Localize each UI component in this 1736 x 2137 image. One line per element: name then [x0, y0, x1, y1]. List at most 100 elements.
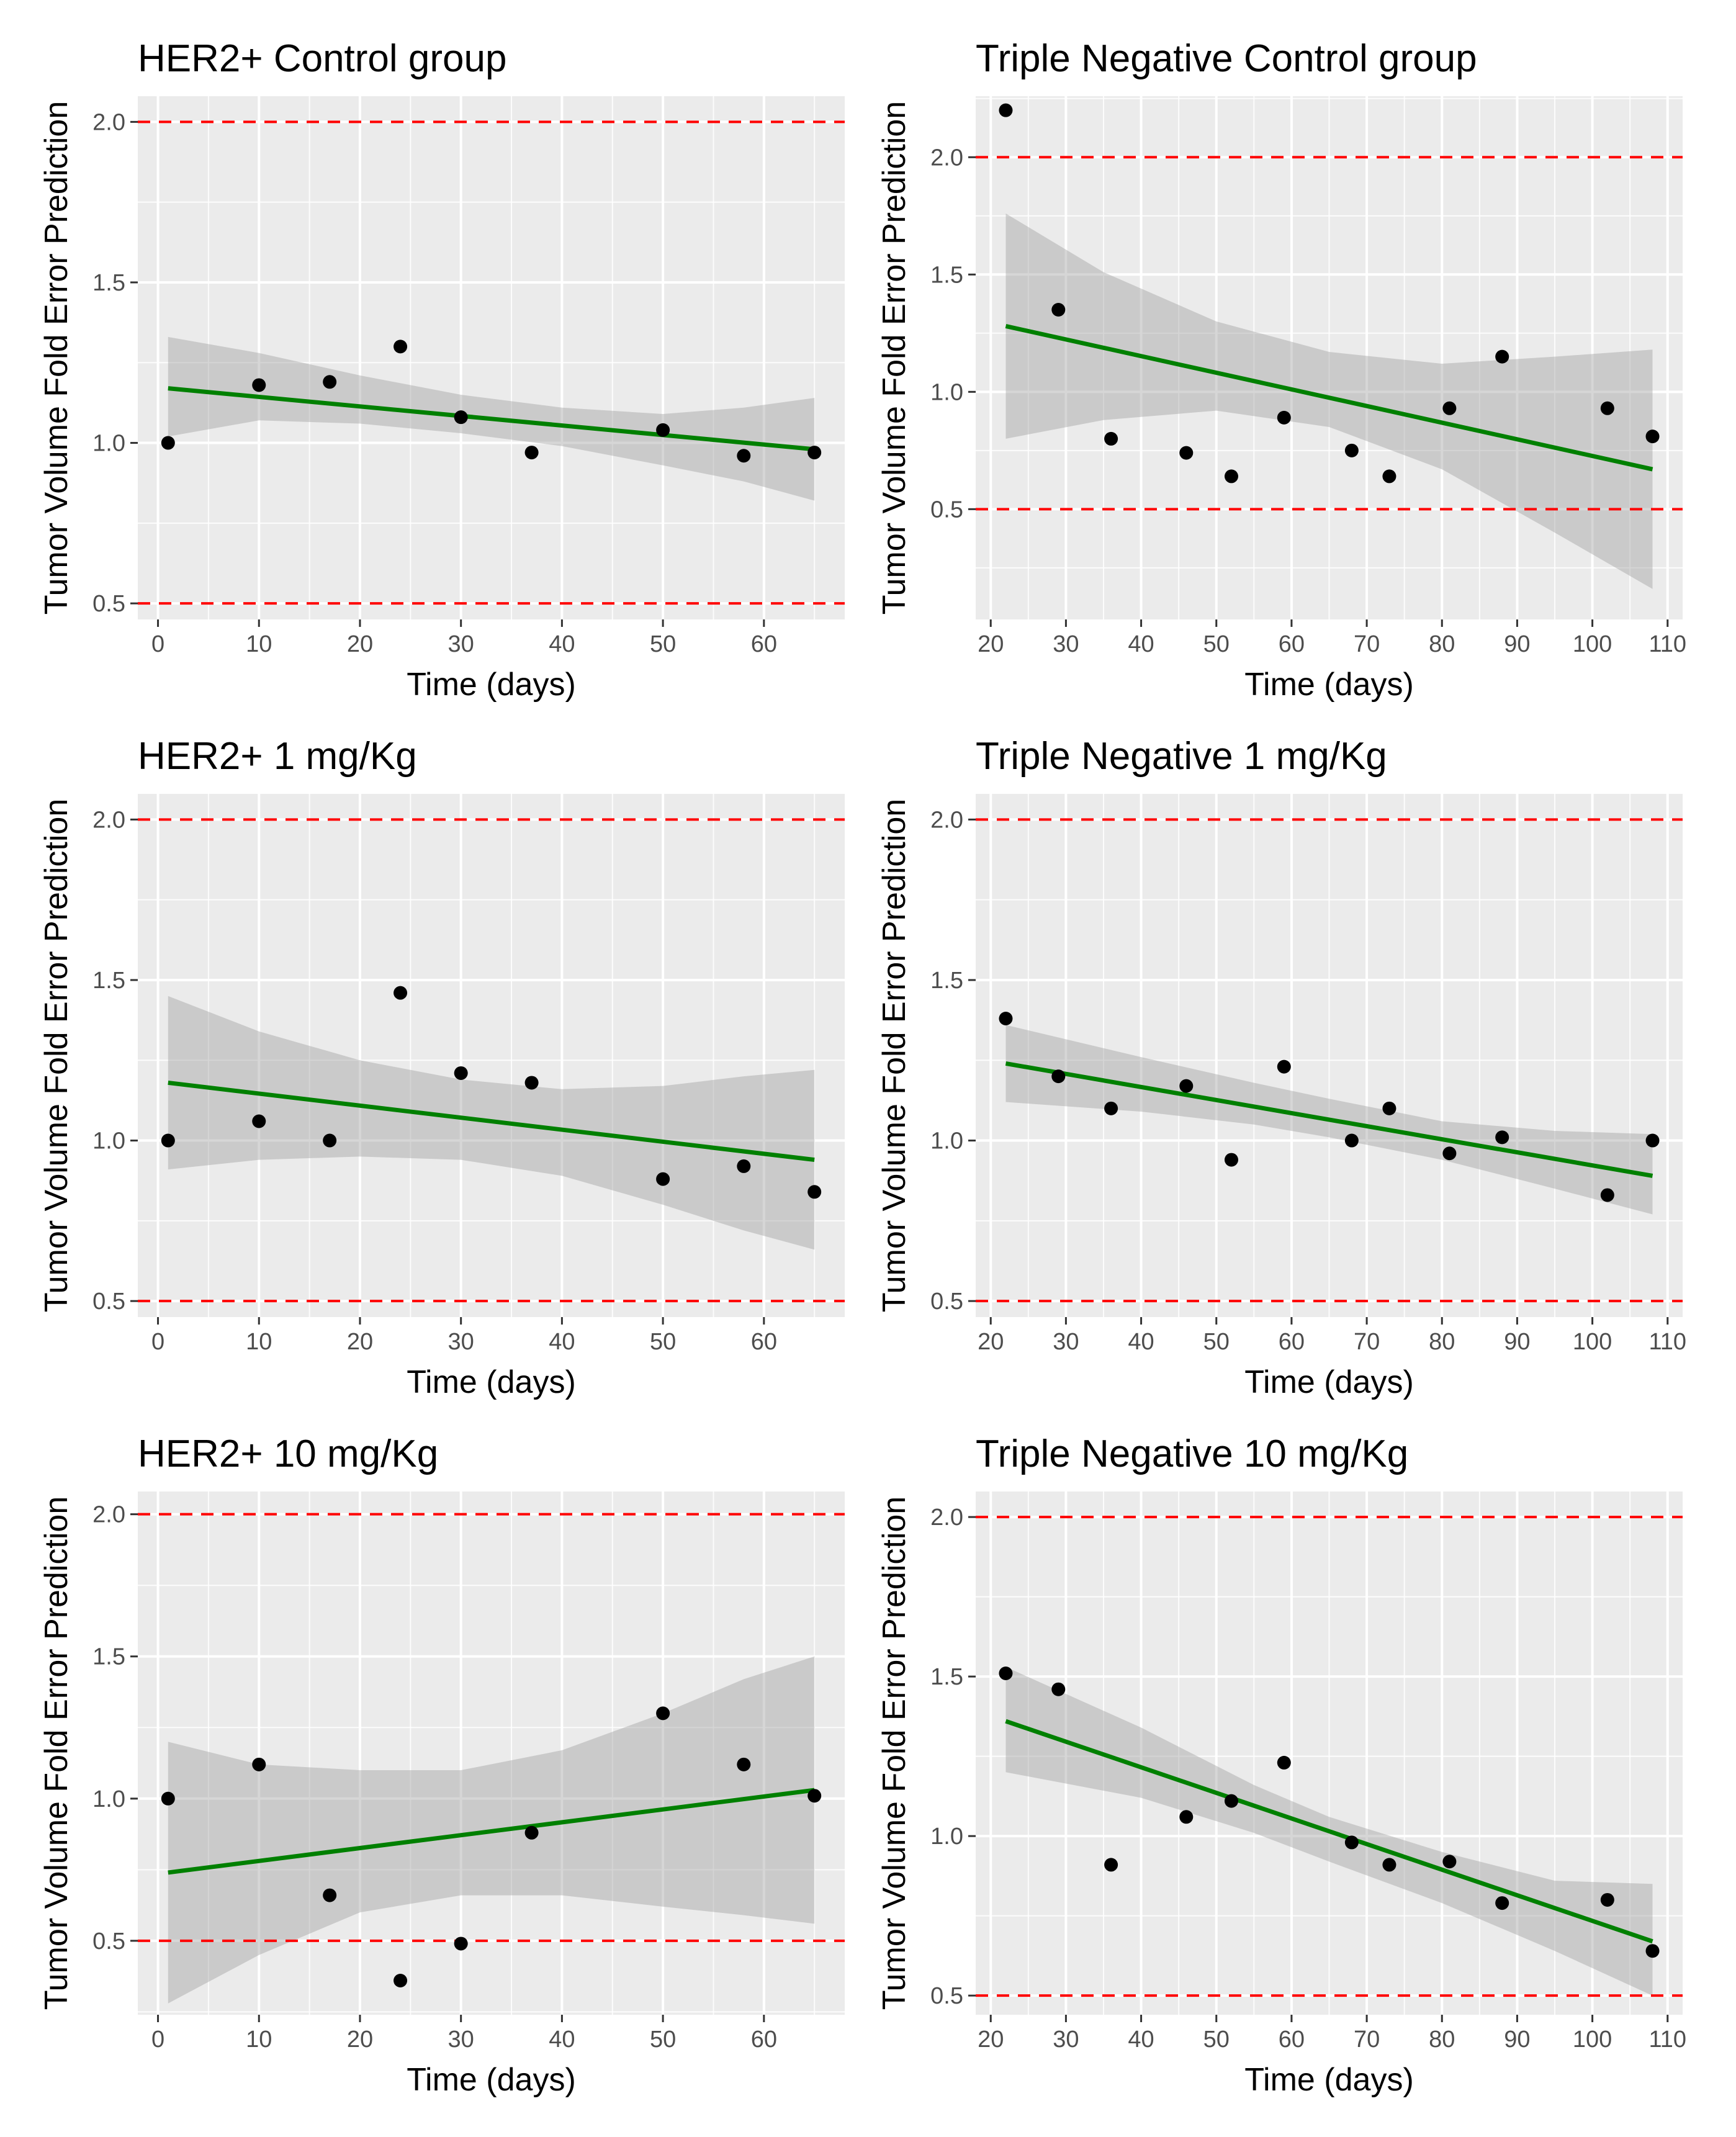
data-point [1495, 1896, 1509, 1910]
plot-background [138, 794, 845, 1317]
x-tick-label: 90 [1504, 631, 1530, 657]
data-point [807, 1789, 822, 1803]
x-tick-label: 40 [1128, 2027, 1154, 2053]
x-tick-label: 60 [751, 2027, 777, 2053]
plot-background [138, 96, 845, 619]
y-tick-label: 1.5 [92, 1644, 125, 1670]
x-axis-title: Time (days) [407, 1364, 576, 1400]
data-point [1495, 1130, 1509, 1145]
y-tick-label: 2.0 [930, 145, 963, 171]
x-tick-label: 30 [448, 631, 474, 657]
data-point [1382, 469, 1396, 484]
x-tick-label: 20 [978, 631, 1004, 657]
x-tick-label: 20 [347, 2027, 373, 2053]
x-tick-label: 50 [1203, 1329, 1230, 1355]
panel-her2-10mg: 0 10 20 30 40 50 60 0.5 1.0 1.5 2.0 HER2+ 10 mg/Kg… [38, 1433, 845, 2098]
panel-triple-negative-10mg: 20 30 40 50 60 70 80 90 100 110 0.5 1.0 1.5 2.0 Tripl… [876, 1433, 1686, 2098]
data-point [394, 1974, 408, 1988]
y-tick-label: 1.5 [930, 1664, 963, 1690]
data-point [1645, 1944, 1660, 1958]
x-tick-label: 80 [1429, 2027, 1455, 2053]
x-tick-label: 90 [1504, 1329, 1530, 1355]
y-tick-label: 1.0 [92, 1128, 125, 1154]
panel-triple-negative-control: 20 30 40 50 60 70 80 90 100 110 0.5 1.0 1.5 2.0 Tripl… [876, 37, 1686, 703]
data-point [1224, 469, 1238, 484]
x-tick-label: 100 [1573, 1329, 1612, 1355]
x-tick-label: 60 [751, 631, 777, 657]
x-tick-label: 60 [1279, 2027, 1305, 2053]
panel-title: HER2+ 10 mg/Kg [138, 1433, 438, 1475]
y-axis-title: Tumor Volume Fold Error Prediction [38, 101, 74, 614]
x-tick-label: 30 [448, 1329, 474, 1355]
data-point [1645, 430, 1660, 444]
data-point [1104, 1858, 1118, 1872]
data-point [323, 1888, 337, 1902]
data-point [1104, 431, 1118, 446]
data-point [1442, 1855, 1457, 1869]
data-point [323, 375, 337, 389]
x-tick-label: 20 [347, 631, 373, 657]
data-point [323, 1133, 337, 1148]
panel-title: HER2+ 1 mg/Kg [138, 735, 417, 778]
panel-title: Triple Negative 10 mg/Kg [976, 1433, 1408, 1475]
data-point [737, 1159, 751, 1173]
panel-title: Triple Negative Control group [976, 37, 1477, 80]
y-axis-title: Tumor Volume Fold Error Prediction [876, 1496, 912, 2010]
y-tick-label: 0.5 [930, 1983, 963, 2009]
x-tick-label: 110 [1648, 2027, 1686, 2053]
plot-layer: 20 30 40 50 60 70 80 90 100 110 0.5 1.0 1.5 2.0 [930, 96, 1686, 657]
data-point [999, 1012, 1013, 1026]
plot-layer: 0 10 20 30 40 50 60 0.5 1.0 1.5 2.0 [92, 96, 845, 657]
y-tick-label: 1.5 [92, 270, 125, 296]
data-point [1645, 1133, 1660, 1148]
data-point [454, 410, 468, 425]
data-point [807, 446, 822, 460]
panel-her2-1mg: 0 10 20 30 40 50 600.51.01.52.0 HER2+ 1 mg/Kg … [38, 735, 845, 1400]
regression-line [168, 1080, 815, 1163]
data-point [524, 1076, 539, 1090]
x-tick-label: 40 [549, 2027, 575, 2053]
x-axis-title: Time (days) [407, 2062, 576, 2098]
data-point [454, 1066, 468, 1080]
data-point [524, 446, 539, 460]
x-tick-label: 30 [1053, 631, 1079, 657]
y-tick-label: 2.0 [92, 807, 125, 833]
x-tick-label: 110 [1648, 1329, 1686, 1355]
panel-her2-control: 0 10 20 30 40 50 60 0.5 1.0 1.5 2.0 HER2+ Control … [38, 37, 845, 703]
y-tick-label: 0.5 [92, 591, 125, 617]
x-tick-label: 40 [549, 1329, 575, 1355]
data-point [1442, 1146, 1457, 1161]
x-tick-label: 0 [151, 2027, 164, 2053]
data-point [161, 436, 175, 450]
data-point [1277, 1755, 1291, 1770]
x-tick-label: 100 [1573, 2027, 1612, 2053]
plot-layer: 0 10 20 30 40 50 60 0.5 1.0 1.5 2.0 [92, 1491, 845, 2053]
x-tick-label: 20 [978, 2027, 1004, 2053]
plot-layer: 20 30 40 50 60 70 80 90 100 110 0.5 1.0 1.5 2.0 [930, 794, 1686, 1355]
regression-line [1005, 1719, 1653, 1944]
data-point [656, 1706, 670, 1721]
data-point [1179, 1810, 1194, 1824]
data-point [1224, 1153, 1238, 1167]
data-point [252, 1757, 266, 1771]
x-tick-label: 80 [1429, 631, 1455, 657]
x-tick-label: 10 [246, 1329, 272, 1355]
y-tick-label: 1.0 [930, 1128, 963, 1154]
data-point [1495, 349, 1509, 364]
y-tick-label: 1.5 [930, 262, 963, 288]
x-axis-title: Time (days) [1244, 1364, 1414, 1400]
y-tick-label: 1.0 [92, 1786, 125, 1812]
x-axis-title: Time (days) [407, 667, 576, 703]
x-tick-label: 20 [978, 1329, 1004, 1355]
data-point [737, 449, 751, 463]
x-tick-label: 50 [1203, 631, 1230, 657]
data-point [656, 423, 670, 437]
y-tick-label: 0.5 [92, 1928, 125, 1955]
data-point [161, 1791, 175, 1806]
x-tick-label: 0 [151, 1329, 164, 1355]
data-point [1277, 410, 1291, 425]
y-tick-label: 2.0 [92, 1502, 125, 1528]
data-point [1382, 1101, 1396, 1115]
x-tick-label: 10 [246, 631, 272, 657]
